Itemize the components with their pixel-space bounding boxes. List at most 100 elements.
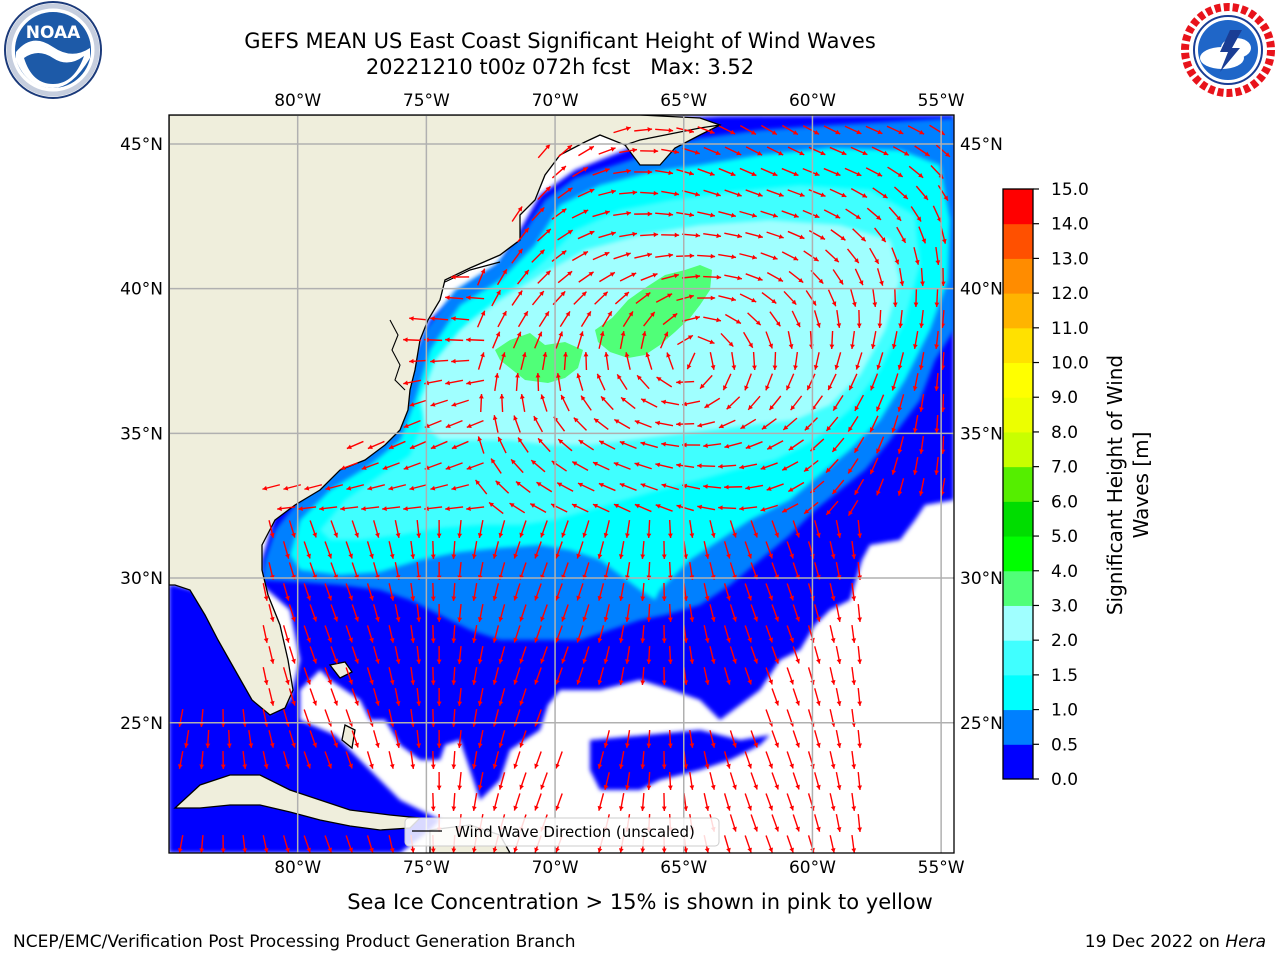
wave-arrow-head (700, 383, 705, 389)
wave-arrow-head (667, 659, 673, 664)
wave-arrow-head (934, 386, 940, 391)
wave-arrow-head (757, 276, 763, 281)
wave-arrow-head (466, 465, 472, 470)
wave-arrow-head (577, 482, 583, 488)
wave-arrow-head (851, 554, 857, 559)
wave-arrow-head (674, 232, 680, 238)
wave-arrow-head (788, 487, 794, 492)
wave-arrow-head (480, 310, 486, 316)
wave-arrow-head (430, 806, 436, 811)
wave-arrow-head (709, 171, 715, 176)
wave-arrow-head (306, 763, 311, 769)
wave-arrow-head (676, 504, 682, 509)
wave-arrow-head (851, 638, 857, 643)
wave-arrow-head (285, 763, 290, 769)
wave-arrow-head (799, 192, 805, 197)
wave-arrow-head (883, 150, 889, 156)
wave-arrow-head (492, 847, 498, 853)
wave-arrow-head (539, 249, 545, 255)
wave-arrow-head (833, 257, 839, 263)
wave-arrow-head (730, 212, 736, 218)
wave-arrow-head (818, 278, 824, 284)
wave-arrow-head (661, 848, 667, 853)
wave-arrow-head (732, 826, 737, 832)
wave-arrow-head (409, 358, 414, 364)
wave-arrow-head (519, 658, 524, 664)
wave-arrow-head (618, 764, 624, 769)
wave-arrow-head (757, 233, 763, 239)
wave-arrow-head (582, 532, 588, 538)
wave-arrow-head (912, 470, 918, 475)
wave-arrow-head (389, 679, 395, 685)
wave-arrow-head (619, 483, 625, 488)
colorbar-swatch (1003, 605, 1033, 641)
wave-arrow-head (891, 344, 897, 349)
wave-arrow-head (631, 272, 637, 278)
colorbar-swatch (1003, 501, 1033, 537)
wave-arrow-head (340, 465, 346, 470)
wave-arrow-head (477, 533, 483, 538)
colorbar-tick-label: 5.0 (1051, 527, 1078, 547)
wave-arrow-head (688, 294, 694, 300)
wave-arrow-head (704, 403, 710, 408)
wave-arrow-head (834, 364, 840, 370)
wave-arrow-head (544, 311, 549, 317)
wave-arrow-head (556, 373, 561, 378)
wave-arrow-head (277, 506, 282, 511)
wave-arrow-head (689, 128, 694, 134)
colorbar-swatch (1003, 258, 1033, 294)
wave-arrow-head (921, 238, 927, 244)
wave-arrow-head (793, 213, 799, 218)
wave-arrow-head (768, 805, 773, 811)
wave-arrow-head (499, 394, 505, 399)
colorbar-swatch (1003, 362, 1033, 398)
wave-arrow-head (897, 448, 903, 454)
lat-labels-left: 45°N 40°N 35°N 30°N 25°N (120, 135, 163, 734)
wave-arrow-head (492, 553, 498, 559)
colorbar-swatch (1003, 570, 1033, 606)
wave-arrow-head (466, 380, 472, 386)
wave-arrow-head (934, 428, 940, 433)
wave-arrow-head (668, 212, 674, 217)
wave-arrow-head (774, 784, 779, 790)
wave-arrow-head (607, 311, 612, 317)
wave-arrow-head (513, 415, 518, 421)
wave-arrow-head (814, 171, 820, 176)
wave-arrow-head (858, 280, 864, 286)
wave-arrow-head (751, 171, 757, 177)
wave-arrow-head (262, 485, 268, 491)
wave-arrow-head (786, 385, 791, 391)
wave-arrow-head (445, 423, 451, 428)
wave-arrow-head (772, 255, 778, 260)
lon-label-bottom: 55°W (918, 858, 965, 878)
wave-arrow-head (389, 595, 395, 601)
wave-arrow-head (375, 742, 380, 748)
wave-arrow-head (291, 616, 296, 622)
wave-arrow-head (820, 150, 826, 156)
wave-arrow-head (509, 503, 515, 508)
wave-arrow-head (513, 637, 519, 643)
wave-arrow-head (934, 302, 940, 307)
wave-arrow-head (534, 553, 539, 559)
wave-arrow-head (852, 301, 857, 307)
wave-arrow-head (836, 659, 842, 664)
wave-arrow-head (645, 292, 651, 298)
lat-label-right: 40°N (960, 280, 1003, 300)
wave-arrow-head (354, 616, 359, 622)
wind-wave-direction-arrows (177, 124, 951, 853)
wave-arrow-head (918, 173, 924, 178)
wave-arrow-head (626, 168, 632, 174)
wave-arrow-head (862, 193, 868, 198)
wave-arrow-head (517, 206, 523, 212)
wave-arrow-head (597, 847, 603, 853)
wave-arrow-head (515, 481, 521, 487)
wave-arrow-head (640, 596, 646, 601)
wave-arrow-head (753, 532, 758, 538)
wave-arrow-head (539, 207, 545, 213)
wave-arrow-head (710, 253, 716, 259)
colorbar-tick-label: 6.0 (1051, 492, 1078, 512)
wave-arrow-head (451, 596, 457, 601)
wave-arrow-head (369, 553, 374, 559)
wave-arrow-head (661, 554, 667, 559)
wave-arrow-head (466, 423, 472, 428)
